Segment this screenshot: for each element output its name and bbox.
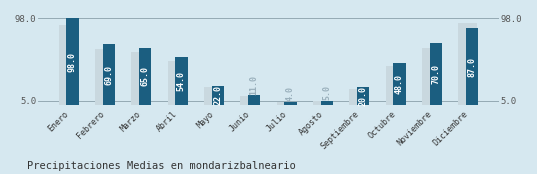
Text: 65.0: 65.0 xyxy=(141,66,150,86)
Bar xyxy=(248,96,260,105)
Text: 11.0: 11.0 xyxy=(250,75,259,95)
Bar xyxy=(284,102,296,105)
Bar xyxy=(386,66,404,105)
Bar xyxy=(168,61,186,105)
Bar xyxy=(204,88,223,105)
Text: Precipitaciones Medias en mondarizbalneario: Precipitaciones Medias en mondarizbalnea… xyxy=(27,161,295,171)
Bar xyxy=(430,43,442,105)
Bar xyxy=(394,63,406,105)
Text: 69.0: 69.0 xyxy=(104,65,113,85)
Bar xyxy=(459,23,477,105)
Text: 70.0: 70.0 xyxy=(431,64,440,84)
Bar xyxy=(313,101,332,105)
Bar xyxy=(466,28,478,105)
Bar xyxy=(212,86,224,105)
Bar xyxy=(95,49,114,105)
Bar xyxy=(131,52,150,105)
Bar xyxy=(350,89,368,105)
Bar xyxy=(59,25,77,105)
Bar xyxy=(321,101,333,105)
Text: 54.0: 54.0 xyxy=(177,71,186,91)
Bar xyxy=(66,18,78,105)
Text: 48.0: 48.0 xyxy=(395,74,404,94)
Bar xyxy=(175,57,187,105)
Text: 20.0: 20.0 xyxy=(359,86,368,106)
Text: 4.0: 4.0 xyxy=(286,86,295,101)
Text: 87.0: 87.0 xyxy=(468,57,477,77)
Text: 5.0: 5.0 xyxy=(322,85,331,100)
Bar xyxy=(357,88,369,105)
Text: 98.0: 98.0 xyxy=(68,52,77,72)
Bar xyxy=(422,49,441,105)
Text: 22.0: 22.0 xyxy=(213,85,222,105)
Bar xyxy=(241,96,259,105)
Bar xyxy=(139,48,151,105)
Bar xyxy=(103,44,115,105)
Bar xyxy=(277,102,295,105)
